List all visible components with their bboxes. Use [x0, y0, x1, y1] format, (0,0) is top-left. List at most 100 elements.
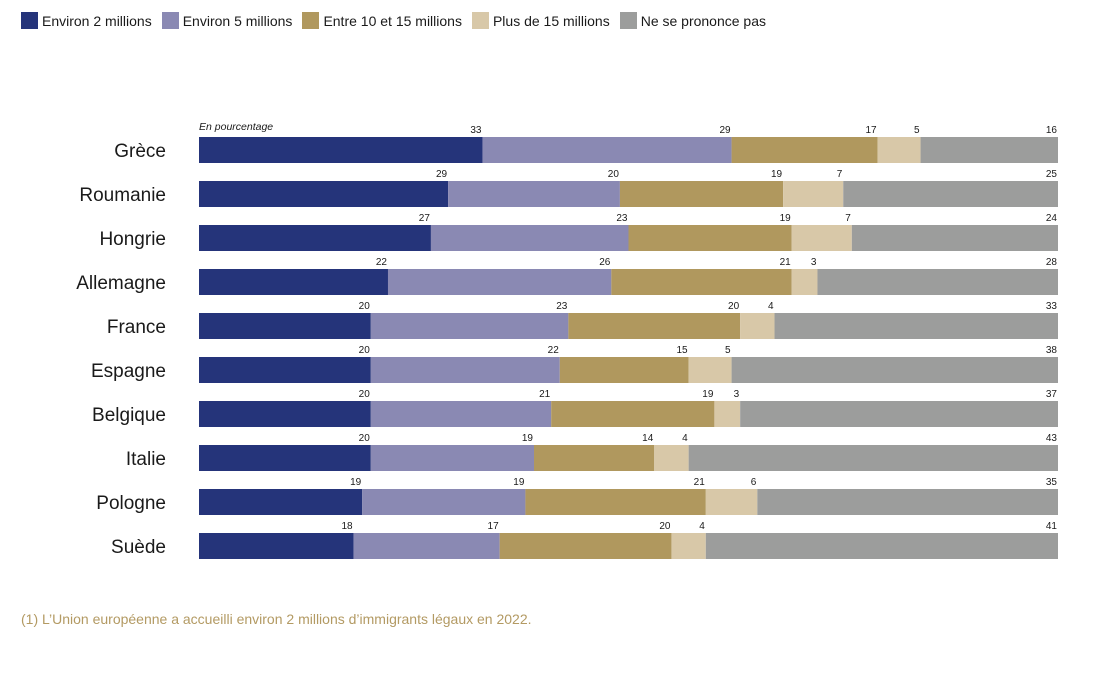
data-label: 35 [1046, 477, 1058, 488]
category-label: Belgique [92, 405, 166, 426]
category-label: Hongrie [99, 229, 166, 250]
unit-label: En pourcentage [199, 121, 273, 133]
chart-legend: Environ 2 millions Environ 5 millions Entr… [21, 12, 776, 29]
bar-segment [705, 533, 1058, 559]
bar-segment [534, 445, 655, 471]
data-label: 20 [359, 433, 371, 444]
footnote: (1) L’Union européenne a accueilli envir… [21, 611, 532, 627]
data-label: 5 [914, 125, 920, 136]
data-label: 43 [1046, 433, 1058, 444]
category-label: Pologne [96, 493, 166, 514]
bar-segment [877, 137, 921, 163]
data-label: 29 [719, 125, 731, 136]
data-label: 20 [359, 389, 371, 400]
data-label: 21 [539, 389, 551, 400]
legend-swatch [619, 12, 637, 29]
legend-swatch [471, 12, 489, 29]
bar-segment [731, 357, 1058, 383]
bar-segment [199, 401, 371, 427]
legend-item: Plus de 15 millions [471, 12, 610, 29]
bar-segment [731, 137, 878, 163]
data-label: 19 [780, 213, 792, 224]
data-label: 19 [771, 169, 783, 180]
bar-segment [199, 357, 371, 383]
bar-segment [817, 269, 1058, 295]
bar-segment [671, 533, 706, 559]
data-label: 33 [470, 125, 482, 136]
category-label: Grèce [114, 141, 166, 162]
bar-segment [199, 269, 388, 295]
bar-segment [783, 181, 844, 207]
data-label: 24 [1046, 213, 1058, 224]
category-label: Suède [111, 537, 166, 558]
data-label: 20 [728, 301, 740, 312]
category-label: Allemagne [76, 273, 166, 294]
data-label: 17 [488, 521, 500, 532]
data-label: 22 [376, 257, 388, 268]
data-label: 18 [341, 521, 353, 532]
bar-segment [353, 533, 500, 559]
bar-segment [851, 225, 1058, 251]
legend-item: Entre 10 et 15 millions [302, 12, 462, 29]
data-label: 19 [522, 433, 534, 444]
legend-item: Environ 2 millions [21, 12, 152, 29]
bar-segment [199, 445, 371, 471]
bar-segment [688, 357, 732, 383]
bar-segment [559, 357, 689, 383]
data-label: 28 [1046, 257, 1058, 268]
bar-segment [199, 489, 363, 515]
bar-segment [740, 313, 775, 339]
bar-segment [199, 137, 483, 163]
data-label: 14 [642, 433, 654, 444]
bar-segment [370, 357, 560, 383]
data-label: 23 [616, 213, 628, 224]
bar-segment [199, 181, 449, 207]
data-label: 21 [694, 477, 706, 488]
data-label: 17 [865, 125, 877, 136]
bar-segment [370, 401, 552, 427]
data-label: 3 [811, 257, 817, 268]
legend-label: Entre 10 et 15 millions [323, 12, 462, 29]
bar-segment [920, 137, 1058, 163]
legend-label: Environ 5 millions [182, 12, 293, 29]
data-label: 5 [725, 345, 731, 356]
bar-segment [199, 225, 431, 251]
bar-segment [362, 489, 526, 515]
bar-segment [551, 401, 715, 427]
bar-segment [525, 489, 706, 515]
bar-segment [843, 181, 1058, 207]
category-label: Roumanie [79, 185, 166, 206]
bar-segment [740, 401, 1058, 427]
data-label: 16 [1046, 125, 1058, 136]
bar-segment [199, 313, 371, 339]
data-label: 6 [751, 477, 757, 488]
data-label: 20 [359, 301, 371, 312]
bar-segment [774, 313, 1058, 339]
bar-segment [654, 445, 689, 471]
bar-segment [714, 401, 741, 427]
bar-segment [757, 489, 1058, 515]
legend-label: Environ 2 millions [42, 12, 152, 29]
legend-swatch [161, 12, 179, 29]
data-label: 20 [659, 521, 671, 532]
bar-segment [387, 269, 612, 295]
bar-segment [705, 489, 758, 515]
bar-segment [619, 181, 784, 207]
bar-segment [791, 225, 852, 251]
bar-segment [482, 137, 732, 163]
bar-segment [499, 533, 672, 559]
data-label: 37 [1046, 389, 1058, 400]
data-label: 15 [677, 345, 689, 356]
data-label: 38 [1046, 345, 1058, 356]
data-label: 7 [845, 213, 851, 224]
data-label: 27 [419, 213, 431, 224]
legend-label: Plus de 15 millions [492, 12, 610, 29]
bar-segment [199, 533, 354, 559]
data-label: 19 [702, 389, 714, 400]
legend-label: Ne se prononce pas [640, 12, 767, 29]
data-label: 3 [734, 389, 740, 400]
data-label: 21 [780, 257, 792, 268]
legend-item: Environ 5 millions [161, 12, 293, 29]
category-label: France [107, 317, 166, 338]
